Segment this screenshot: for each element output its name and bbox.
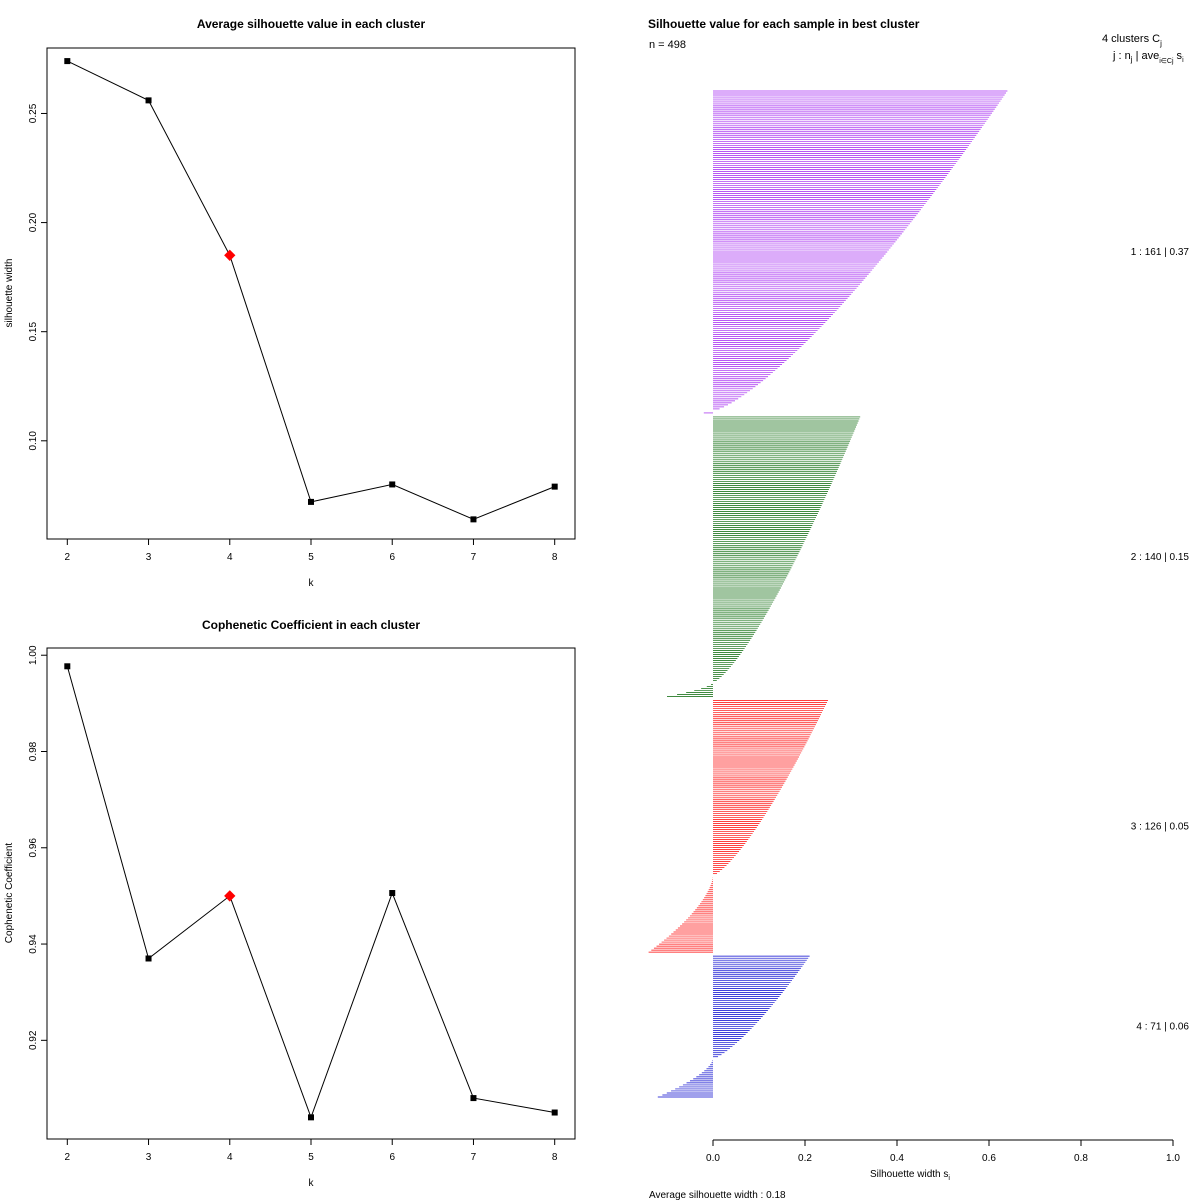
cophenetic-best-point	[224, 890, 236, 902]
cluster-1-summary: 1 : 161 | 0.37	[1131, 247, 1190, 258]
silhouette-width-tick-label: 0.6	[982, 1153, 996, 1164]
cophenetic-point	[308, 1114, 314, 1121]
silhouette-y-tick-label: 0.10	[28, 431, 39, 451]
cluster-2-summary: 2 : 140 | 0.15	[1131, 552, 1190, 563]
cluster-header-line1: 4 clusters Cj	[1102, 33, 1162, 48]
silhouette-best-point	[224, 249, 236, 261]
silhouette-x-ticks: 2 3 4 5 6 7 8	[65, 539, 558, 563]
silhouette-width-tick-label: 0.8	[1074, 1153, 1088, 1164]
silhouette-point	[470, 516, 477, 523]
silhouette-chart-title: Average silhouette value in each cluster	[197, 17, 426, 31]
cophenetic-x-tick-label: 2	[65, 1152, 71, 1163]
silhouette-width-ticks: 0.0 0.2 0.4 0.6 0.8 1.0	[706, 1140, 1180, 1164]
cophenetic-x-axis-label: k	[309, 1178, 315, 1189]
cophenetic-x-tick-label: 6	[389, 1152, 395, 1163]
cophenetic-chart-title: Cophenetic Coefficient in each cluster	[202, 618, 420, 632]
cophenetic-series	[64, 663, 558, 1121]
silhouette-point	[389, 481, 396, 488]
silhouette-y-tick-label: 0.25	[28, 103, 39, 123]
cophenetic-point	[389, 890, 396, 897]
cophenetic-x-tick-label: 7	[471, 1152, 477, 1163]
cluster-4-summary: 4 : 71 | 0.06	[1136, 1022, 1189, 1033]
silhouette-y-tick-label: 0.15	[28, 322, 39, 342]
silhouette-y-tick-label: 0.20	[28, 212, 39, 232]
average-silhouette-width: Average silhouette width : 0.18	[649, 1190, 786, 1200]
sample-silhouette-title: Silhouette value for each sample in best…	[648, 17, 920, 31]
cophenetic-x-tick-label: 3	[146, 1152, 152, 1163]
sample-count: n = 498	[649, 39, 686, 51]
cophenetic-point	[145, 955, 152, 962]
silhouette-point	[64, 58, 71, 65]
silhouette-width-tick-label: 1.0	[1166, 1153, 1180, 1164]
cophenetic-plot-frame	[46, 647, 576, 1140]
silhouette-x-tick-label: 4	[227, 552, 233, 563]
silhouette-x-tick-label: 8	[552, 552, 558, 563]
silhouette-point	[308, 498, 314, 505]
cophenetic-y-tick-label: 0.96	[28, 838, 39, 858]
cophenetic-y-axis-label: Cophenetic Coefficient	[4, 843, 15, 944]
cophenetic-x-tick-label: 8	[552, 1152, 558, 1163]
cophenetic-y-tick-label: 0.98	[28, 741, 39, 761]
cluster-summary-labels: 1 : 161 | 0.37 2 : 140 | 0.15 3 : 126 | 0.…	[1131, 247, 1190, 1033]
cophenetic-x-tick-label: 5	[308, 1152, 314, 1163]
cophenetic-x-tick-label: 4	[227, 1152, 233, 1163]
silhouette-point	[145, 97, 152, 104]
silhouette-x-tick-label: 7	[471, 552, 477, 563]
silhouette-plot-frame	[46, 47, 576, 540]
silhouette-x-tick-label: 6	[389, 552, 395, 563]
cophenetic-x-ticks: 2 3 4 5 6 7 8	[65, 1139, 558, 1163]
silhouette-width-tick-label: 0.0	[706, 1153, 720, 1164]
silhouette-width-tick-label: 0.2	[798, 1153, 812, 1164]
cophenetic-point	[551, 1109, 558, 1116]
cophenetic-point	[64, 663, 71, 670]
silhouette-y-axis-label: silhouette width	[4, 259, 15, 328]
cophenetic-point	[470, 1095, 477, 1102]
silhouette-x-tick-label: 2	[65, 552, 71, 563]
silhouette-x-tick-label: 3	[146, 552, 152, 563]
silhouette-point	[551, 483, 558, 490]
cluster-3-summary: 3 : 126 | 0.05	[1131, 821, 1190, 832]
cophenetic-y-tick-label: 0.94	[28, 934, 39, 954]
silhouette-x-tick-label: 5	[308, 552, 314, 563]
cophenetic-y-tick-label: 0.92	[28, 1030, 39, 1050]
silhouette-width-axis-label: Silhouette width si	[870, 1169, 950, 1182]
silhouette-series	[64, 58, 558, 523]
cluster-header-line2: j : nj | avei∈Cj si	[1112, 50, 1184, 65]
silhouette-y-ticks: 0.10 0.15 0.20 0.25	[28, 103, 47, 451]
cophenetic-line	[66, 666, 555, 1119]
silhouette-width-tick-label: 0.4	[890, 1153, 904, 1164]
silhouette-x-axis-label: k	[309, 578, 315, 589]
cophenetic-y-ticks: 0.92 0.94 0.96 0.98 1.00	[28, 645, 47, 1050]
cophenetic-y-tick-label: 1.00	[28, 645, 39, 665]
silhouette-line	[67, 60, 555, 520]
silhouette-bars	[648, 90, 1008, 1098]
